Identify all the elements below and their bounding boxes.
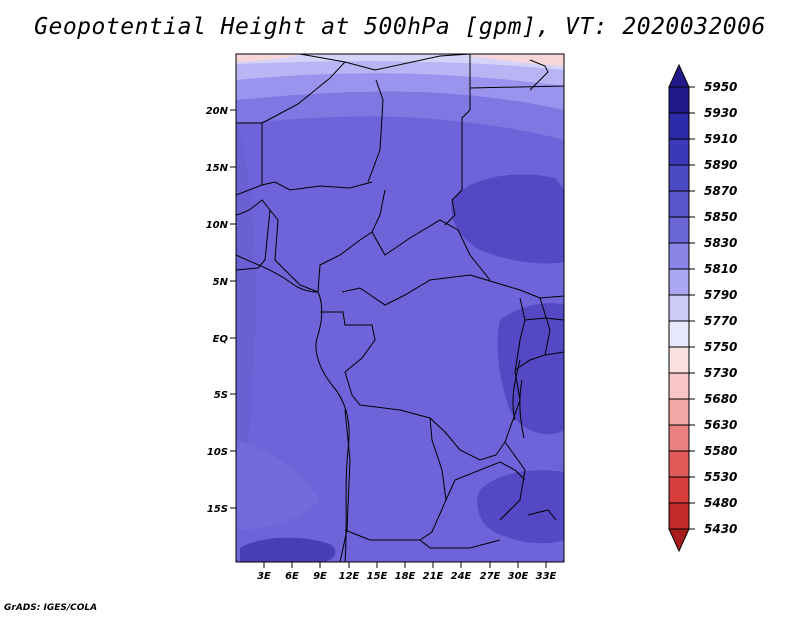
lon-label-9e: 9E: [313, 571, 327, 582]
lat-label-10s: 10S: [207, 447, 228, 458]
colorbar-box: [668, 242, 690, 270]
colorbar-label-5870: 5870: [704, 184, 737, 198]
colorbar-box: [668, 190, 690, 218]
map-title: Geopotential Height at 500hPa [gpm], VT:…: [34, 14, 766, 40]
lat-label-10n: 10N: [206, 220, 229, 231]
colorbar-label-5750: 5750: [704, 340, 737, 354]
colorbar-box: [668, 268, 690, 296]
lat-label-15s: 15S: [207, 504, 228, 515]
colorbar-label-5950: 5950: [704, 80, 737, 94]
country-borders: [236, 54, 564, 562]
colorbar-bottom-triangle: [668, 528, 690, 553]
colorbar-label-5630: 5630: [704, 418, 737, 432]
colorbar-label-5580: 5580: [704, 444, 737, 458]
colorbar-label-5850: 5850: [704, 210, 737, 224]
lon-label-24e: 24E: [451, 571, 472, 582]
colorbar-box: [668, 138, 690, 166]
colorbar-box: [668, 476, 690, 504]
longitude-axis: [263, 562, 547, 568]
colorbar-box: [668, 86, 690, 114]
colorbar-label-5830: 5830: [704, 236, 737, 250]
colorbar-box: [668, 216, 690, 244]
colorbar-label-5810: 5810: [704, 262, 737, 276]
lat-label-eq: EQ: [213, 334, 229, 345]
colorbar-box: [668, 294, 690, 322]
lat-label-15n: 15N: [206, 163, 229, 174]
colorbar-label-5680: 5680: [704, 392, 737, 406]
colorbar-label-5770: 5770: [704, 314, 737, 328]
colorbar-box: [668, 450, 690, 478]
colorbar-top-triangle: [668, 63, 690, 88]
latitude-axis: [230, 109, 236, 509]
colorbar-box: [668, 164, 690, 192]
colorbar-box: [668, 372, 690, 400]
contour-field: [236, 54, 564, 562]
lon-label-6e: 6E: [285, 571, 299, 582]
colorbar-label-5730: 5730: [704, 366, 737, 380]
lon-label-15e: 15E: [367, 571, 388, 582]
colorbar-label-5530: 5530: [704, 470, 737, 484]
colorbar-box: [668, 502, 690, 530]
colorbar: [668, 63, 695, 553]
colorbar-label-5790: 5790: [704, 288, 737, 302]
lon-label-12e: 12E: [339, 571, 360, 582]
colorbar-box: [668, 346, 690, 374]
lat-label-5s: 5S: [214, 390, 228, 401]
lon-label-30e: 30E: [508, 571, 529, 582]
lon-label-27e: 27E: [480, 571, 501, 582]
colorbar-box: [668, 112, 690, 140]
lon-label-33e: 33E: [536, 571, 557, 582]
lon-label-18e: 18E: [395, 571, 416, 582]
map-frame: [235, 53, 565, 563]
lat-label-20n: 20N: [206, 106, 229, 117]
colorbar-label-5930: 5930: [704, 106, 737, 120]
lon-label-3e: 3E: [257, 571, 271, 582]
software-credit: GrADS: IGES/COLA: [4, 603, 98, 613]
colorbar-box: [668, 398, 690, 426]
colorbar-box: [668, 320, 690, 348]
colorbar-label-5430: 5430: [704, 522, 737, 536]
colorbar-label-5890: 5890: [704, 158, 737, 172]
lon-label-21e: 21E: [423, 571, 444, 582]
lat-label-5n: 5N: [213, 277, 229, 288]
colorbar-label-5910: 5910: [704, 132, 737, 146]
colorbar-box: [668, 424, 690, 452]
colorbar-label-5480: 5480: [704, 496, 737, 510]
